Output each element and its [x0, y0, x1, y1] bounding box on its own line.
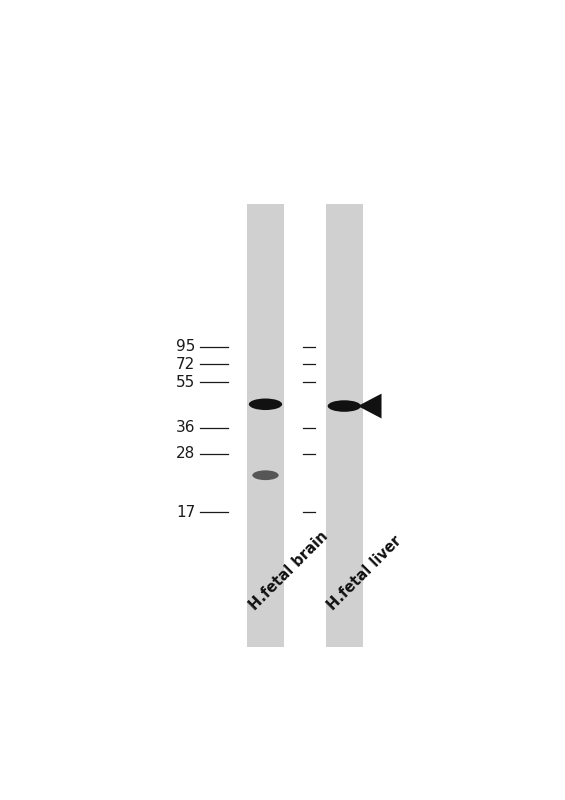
Text: H.fetal liver: H.fetal liver: [325, 534, 405, 614]
Ellipse shape: [328, 400, 361, 412]
Ellipse shape: [253, 470, 279, 480]
Text: 95: 95: [176, 339, 195, 354]
Ellipse shape: [249, 398, 282, 410]
Bar: [325, 204, 363, 647]
Bar: [247, 204, 284, 647]
Text: H.fetal brain: H.fetal brain: [246, 529, 331, 614]
Text: 36: 36: [176, 420, 195, 435]
Polygon shape: [358, 394, 381, 418]
Text: 72: 72: [176, 357, 195, 372]
Text: 17: 17: [176, 505, 195, 519]
Text: 28: 28: [176, 446, 195, 461]
Text: 55: 55: [176, 374, 195, 390]
